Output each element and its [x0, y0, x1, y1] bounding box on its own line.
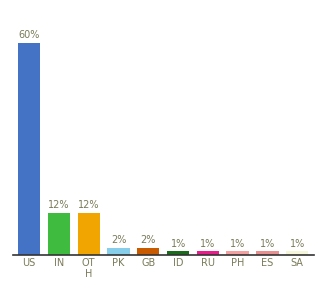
Bar: [167, 251, 189, 255]
Bar: [18, 43, 40, 255]
Bar: [137, 248, 159, 255]
Text: 12%: 12%: [78, 200, 100, 210]
Bar: [48, 213, 70, 255]
Text: 1%: 1%: [200, 238, 215, 249]
Text: 1%: 1%: [230, 238, 245, 249]
Bar: [227, 251, 249, 255]
Text: 60%: 60%: [19, 30, 40, 40]
Text: 12%: 12%: [48, 200, 70, 210]
Bar: [256, 251, 279, 255]
Bar: [77, 213, 100, 255]
Text: 1%: 1%: [260, 238, 275, 249]
Bar: [197, 251, 219, 255]
Bar: [286, 251, 308, 255]
Bar: [107, 248, 130, 255]
Text: 1%: 1%: [290, 238, 305, 249]
Text: 2%: 2%: [111, 235, 126, 245]
Text: 1%: 1%: [171, 238, 186, 249]
Text: 2%: 2%: [140, 235, 156, 245]
